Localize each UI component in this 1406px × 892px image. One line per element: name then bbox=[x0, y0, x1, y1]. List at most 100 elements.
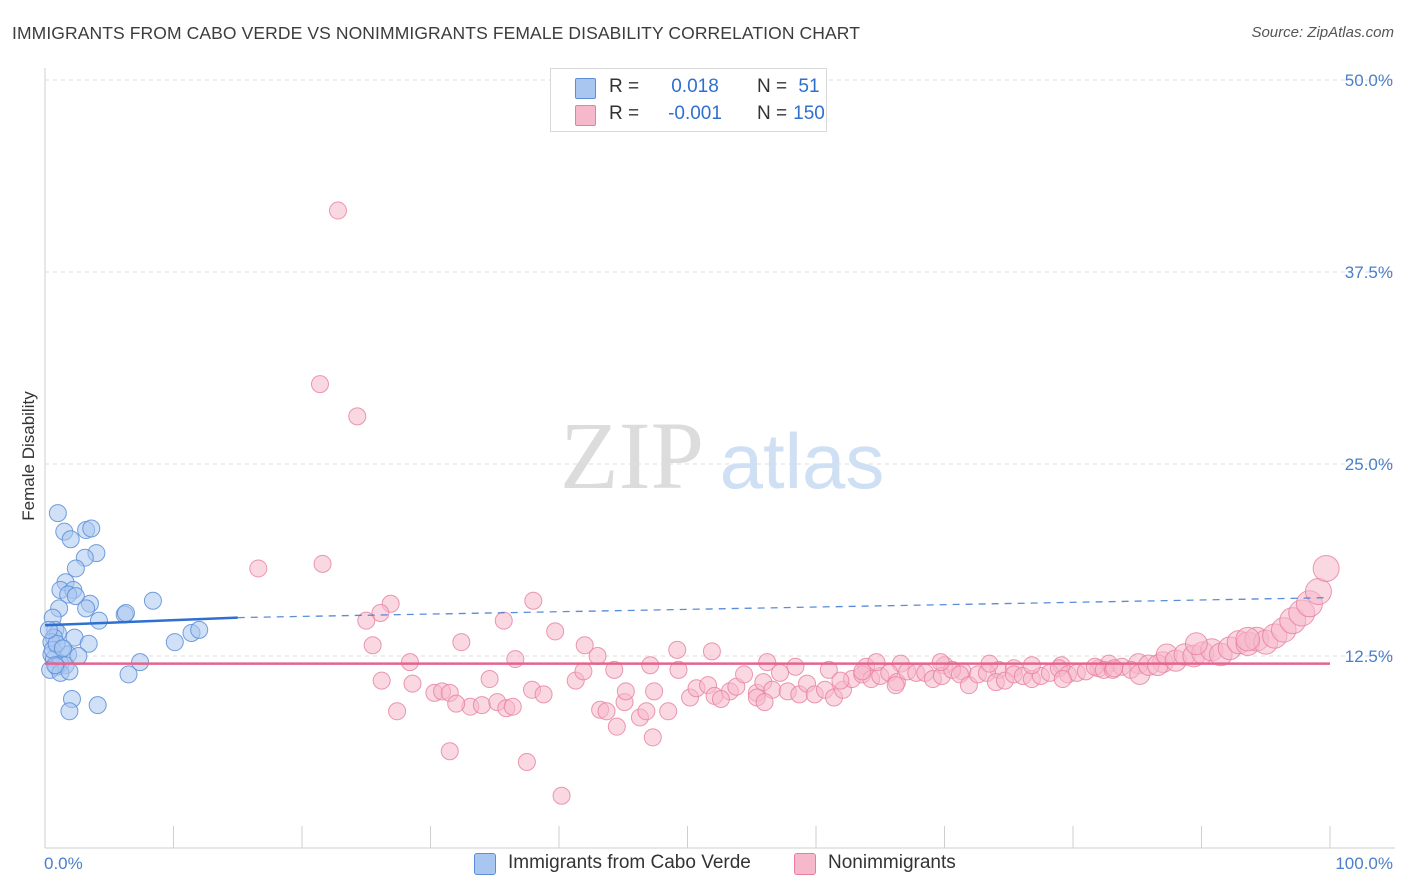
watermark-atlas: atlas bbox=[720, 417, 885, 505]
nonimmigrants-point bbox=[669, 660, 688, 679]
nonimmigrants-point bbox=[310, 375, 329, 394]
cabo-verde-point bbox=[89, 611, 108, 630]
legend-swatch-pink bbox=[575, 105, 596, 126]
cabo-verde-point bbox=[53, 639, 72, 658]
legend-r-value: -0.001 bbox=[668, 103, 722, 124]
nonimmigrants-point bbox=[702, 642, 721, 661]
nonimmigrants-point bbox=[575, 636, 594, 655]
legend-swatch-blue bbox=[575, 78, 596, 99]
nonimmigrants-point bbox=[755, 693, 774, 712]
legend-n-value: 51 bbox=[798, 76, 820, 97]
legend-r-value: 0.018 bbox=[671, 76, 719, 97]
y-tick-label: 12.5% bbox=[1345, 647, 1393, 666]
nonimmigrants-point bbox=[480, 670, 499, 689]
axes bbox=[44, 68, 1395, 849]
nonimmigrants-point bbox=[400, 653, 419, 672]
nonimmigrants-point bbox=[328, 201, 347, 220]
cabo-verde-point bbox=[46, 656, 65, 675]
nonimmigrants-point bbox=[371, 603, 390, 622]
y-tick-label: 50.0% bbox=[1345, 71, 1393, 90]
nonimmigrants-point bbox=[552, 786, 571, 805]
bottom-legend-swatch-blue bbox=[474, 853, 496, 875]
nonimmigrants-point bbox=[735, 665, 754, 684]
cabo-verde-point bbox=[66, 587, 85, 606]
watermark: ZIP atlas bbox=[560, 402, 884, 509]
nonimmigrants-point bbox=[659, 702, 678, 721]
nonimmigrants-point bbox=[1304, 577, 1332, 605]
nonimmigrants-point bbox=[597, 702, 616, 721]
cabo-verde-point bbox=[131, 653, 150, 672]
nonimmigrants-point bbox=[588, 647, 607, 665]
nonimmigrants-point bbox=[452, 633, 471, 652]
nonimmigrants-point bbox=[348, 407, 367, 426]
bottom-legend-swatch-pink bbox=[794, 853, 816, 875]
trend-lines bbox=[44, 596, 1331, 665]
legend-n-label: N = bbox=[757, 103, 788, 124]
nonimmigrants-point bbox=[645, 682, 664, 701]
y-tick-label: 25.0% bbox=[1345, 455, 1393, 474]
legend-n-value: 150 bbox=[793, 103, 825, 124]
legend-r-label: R = bbox=[609, 103, 640, 124]
nonimmigrants-point bbox=[1105, 659, 1124, 678]
cabo-verde-point bbox=[165, 633, 184, 652]
cabo-verde-point bbox=[79, 634, 98, 653]
nonimmigrants-point bbox=[643, 728, 662, 747]
nonimmigrants-point bbox=[249, 559, 268, 578]
nonimmigrants-point bbox=[867, 653, 886, 672]
x-tick-label: 100.0% bbox=[1335, 854, 1393, 873]
nonimmigrants-point bbox=[641, 656, 660, 675]
nonimmigrants-point bbox=[931, 653, 950, 672]
nonimmigrants-point bbox=[1184, 632, 1208, 656]
y-axis-label: Female Disability bbox=[19, 391, 38, 521]
cabo-verde-trend-extension bbox=[237, 596, 1331, 619]
tick-labels: 12.5% 25.0% 37.5% 50.0% 0.0% 100.0% bbox=[44, 71, 1393, 873]
nonimmigrants-point bbox=[534, 685, 553, 704]
cabo-verde-point bbox=[69, 647, 88, 665]
nonimmigrants-point bbox=[886, 676, 905, 695]
cabo-verde-point bbox=[66, 559, 85, 578]
nonimmigrants-point bbox=[388, 702, 407, 721]
nonimmigrants-point bbox=[363, 636, 382, 655]
nonimmigrants-point bbox=[1022, 656, 1041, 675]
nonimmigrants-point bbox=[403, 674, 422, 693]
cabo-verde-point bbox=[116, 603, 135, 622]
nonimmigrants-point bbox=[786, 657, 805, 676]
legend: R = 0.018 N = 51 R = -0.001 N = 150 bbox=[550, 68, 827, 132]
nonimmigrants-point bbox=[616, 682, 635, 701]
nonimmigrants-point bbox=[517, 752, 536, 771]
nonimmigrants-point bbox=[831, 671, 850, 690]
nonimmigrants-point bbox=[758, 653, 777, 672]
nonimmigrants-point bbox=[668, 640, 687, 659]
nonimmigrants-point bbox=[440, 742, 459, 761]
nonimmigrants-point bbox=[506, 650, 525, 669]
cabo-verde-point bbox=[48, 504, 67, 523]
nonimmigrants-points bbox=[249, 201, 1340, 805]
cabo-verde-point bbox=[190, 620, 209, 639]
nonimmigrants-point bbox=[819, 660, 838, 679]
nonimmigrants-point bbox=[1312, 554, 1340, 582]
nonimmigrants-point bbox=[1235, 626, 1260, 652]
watermark-zip: ZIP bbox=[560, 402, 704, 509]
nonimmigrants-point bbox=[607, 717, 626, 736]
cabo-verde-point bbox=[60, 702, 79, 721]
nonimmigrants-point bbox=[472, 696, 491, 715]
nonimmigrants-point bbox=[711, 690, 730, 709]
legend-r-label: R = bbox=[609, 76, 640, 97]
nonimmigrants-point bbox=[574, 662, 593, 681]
cabo-verde-point bbox=[88, 696, 107, 715]
nonimmigrants-point bbox=[357, 611, 376, 630]
cabo-verde-point bbox=[61, 530, 80, 549]
nonimmigrants-point bbox=[546, 622, 565, 641]
cabo-verde-point bbox=[82, 519, 101, 538]
grid-lines bbox=[45, 79, 1395, 657]
nonimmigrants-point bbox=[313, 554, 332, 573]
bottom-legend-label: Immigrants from Cabo Verde bbox=[508, 852, 751, 873]
bottom-legend: Immigrants from Cabo Verde Nonimmigrants bbox=[0, 852, 1406, 878]
cabo-verde-point bbox=[119, 665, 138, 684]
nonimmigrants-point bbox=[447, 694, 466, 713]
nonimmigrants-point bbox=[637, 702, 656, 721]
nonimmigrants-point bbox=[503, 697, 522, 716]
cabo-verde-point bbox=[77, 599, 96, 618]
cabo-verde-trend-line bbox=[44, 616, 238, 627]
source-label: Source: ZipAtlas.com bbox=[1251, 24, 1394, 41]
